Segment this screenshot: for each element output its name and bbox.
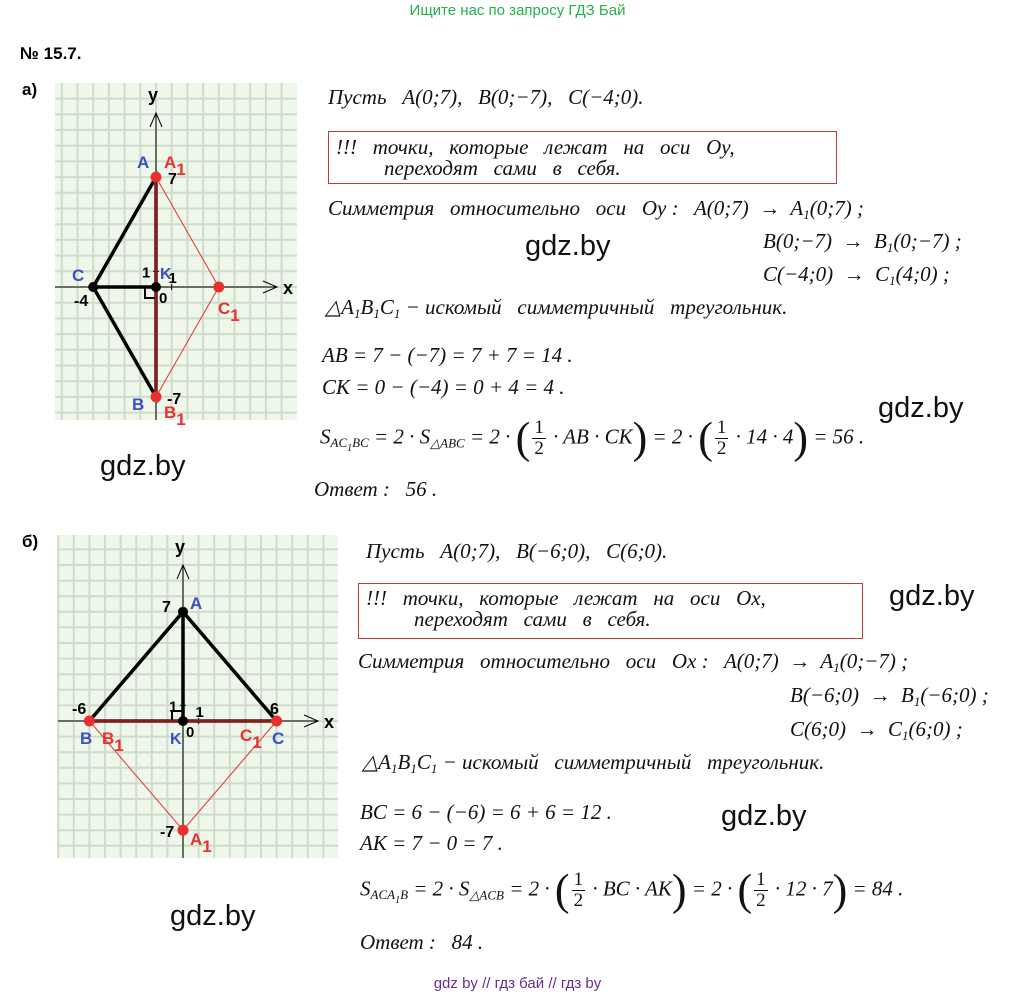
result-line: △A1B1C1 − искомый симметричный треугольн… — [362, 750, 825, 776]
watermark: gdz.by — [170, 900, 256, 932]
note-box — [358, 583, 863, 639]
right-angle-mark — [171, 710, 183, 721]
given-line: Пусть A(0;7), B(0;−7), C(−4;0). — [328, 85, 644, 109]
symmetry-line: B(0;−7) → B1(0;−7) ; — [763, 229, 962, 255]
vertex-A — [178, 606, 188, 617]
given-line: Пусть A(0;7), B(−6;0), C(6;0). — [366, 539, 668, 563]
label-B: B — [80, 729, 92, 748]
image-vertex-B1 — [150, 391, 162, 403]
label-K: K — [170, 731, 182, 748]
symmetry-line: B(−6;0) → B1(−6;0) ; — [790, 683, 989, 709]
y-axis-label: y — [175, 537, 185, 557]
origin-label: 0 — [186, 724, 194, 741]
label-A: A — [137, 153, 149, 172]
x-axis-arrow — [262, 280, 279, 294]
watermark: gdz.by — [100, 450, 186, 482]
point-K — [178, 716, 188, 726]
note-line: переходят сами в себя. — [384, 156, 621, 180]
tick-label: -4 — [74, 293, 88, 310]
image-vertex-A1 — [177, 824, 189, 836]
calc-line: CK = 0 − (−4) = 0 + 4 = 4 . — [322, 375, 565, 399]
symmetry-line: Симметрия относительно оси Ox : A(0;7) →… — [358, 649, 909, 675]
x-axis-label: x — [283, 278, 293, 298]
part-a-label: а) — [22, 80, 38, 99]
image-vertex-C1 — [213, 281, 225, 293]
unit-y-label: 1 — [169, 699, 177, 716]
point-K — [151, 282, 161, 292]
unit-x-label: 1 — [195, 704, 203, 721]
tick-label: -7 — [160, 824, 174, 841]
y-axis-arrow — [149, 111, 163, 128]
footer-links[interactable]: gdz by // гдз бай // гдз by — [433, 975, 602, 992]
watermark: gdz.by — [889, 580, 975, 612]
label-K: K — [160, 266, 172, 283]
calc-line: AB = 7 − (−7) = 7 + 7 = 14 . — [322, 343, 573, 367]
watermark: gdz.by — [721, 800, 807, 832]
watermark: gdz.by — [525, 230, 611, 262]
image-vertex-B1 — [83, 715, 95, 727]
unit-x-label: 1 — [169, 270, 177, 287]
right-angle-mark — [144, 287, 156, 299]
tick-label: -6 — [72, 701, 86, 718]
answer-line: Ответ : 84 . — [360, 930, 484, 954]
symmetry-line: C(6;0) → C1(6;0) ; — [790, 717, 963, 743]
label-C: C — [272, 729, 284, 748]
note-line: !!! точки, которые лежат на оси Ox, — [366, 586, 766, 610]
label-C: C — [72, 266, 84, 285]
calc-line: AK = 7 − 0 = 7 . — [360, 831, 503, 855]
note-box — [328, 131, 837, 184]
x-axis-arrow — [303, 714, 320, 728]
y-axis-label: y — [148, 85, 158, 105]
result-line: △A1B1C1 − искомый симметричный треугольн… — [325, 295, 788, 321]
vertex-C — [88, 282, 99, 292]
calc-line: BC = 6 − (−6) = 6 + 6 = 12 . — [360, 800, 612, 824]
area-formula: SAC1BC = 2 · S△ABC = 2 · (1 2 · AB · CK) … — [320, 413, 865, 463]
problem-number: № 15.7. — [20, 44, 82, 63]
tick-label: 7 — [168, 171, 177, 188]
answer-line: Ответ : 56 . — [314, 477, 438, 501]
tick-label: 7 — [162, 599, 171, 616]
origin-label: 0 — [159, 290, 167, 307]
label-A: A — [190, 594, 202, 613]
symmetry-line: Симметрия относительно оси Oy : A(0;7) →… — [328, 196, 864, 222]
image-vertex-A1 — [150, 171, 162, 183]
label-B: B — [132, 395, 144, 414]
note-line: переходят сами в себя. — [414, 607, 651, 631]
grid-background — [55, 83, 297, 420]
watermark: gdz.by — [878, 392, 964, 424]
image-vertex-C1 — [271, 715, 283, 727]
tick-label: 6 — [270, 701, 279, 718]
tick-label: -7 — [167, 391, 181, 408]
note-line: !!! точки, которые лежат на оси Oy, — [336, 135, 735, 159]
unit-y-label: 1 — [142, 265, 150, 282]
part-b-label: б) — [22, 532, 39, 551]
x-axis-label: x — [324, 712, 334, 732]
header-link[interactable]: Ищите нас по запросу ГДЗ Бай — [409, 2, 626, 19]
y-axis-arrow — [176, 563, 190, 580]
area-formula: SACA1B = 2 · S△ACB = 2 · (1 2 · BC · AK) … — [360, 865, 904, 915]
symmetry-line: C(−4;0) → C1(4;0) ; — [763, 262, 950, 288]
